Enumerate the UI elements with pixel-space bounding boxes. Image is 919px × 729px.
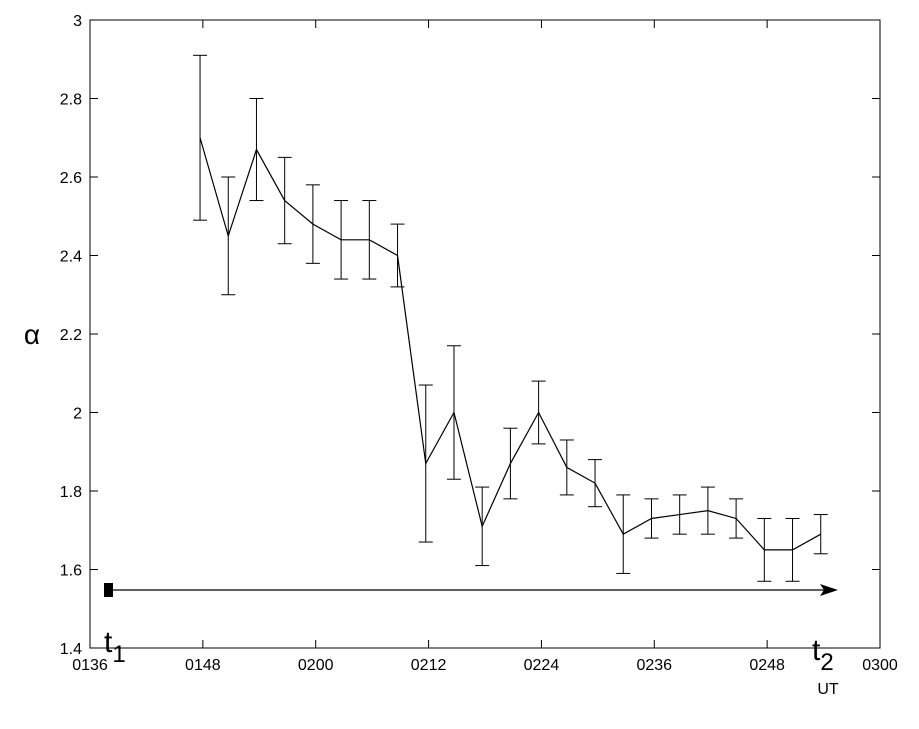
- y-tick-label: 1.4: [60, 641, 82, 658]
- x-tick-label: 0148: [185, 657, 221, 674]
- y-tick-label: 3: [73, 13, 82, 30]
- t2-base: t: [812, 634, 821, 667]
- t2-sub: 2: [820, 649, 833, 676]
- x-tick-label: 0136: [72, 657, 108, 674]
- y-axis-label: α: [24, 319, 40, 350]
- t1-base: t: [104, 626, 113, 659]
- t1-label: t1: [104, 626, 126, 668]
- t1-sub: 1: [112, 641, 125, 668]
- x-tick-label: 0236: [636, 657, 672, 674]
- t2-label: t2: [812, 634, 834, 676]
- y-tick-label: 2: [73, 406, 82, 423]
- x-tick-label: 0300: [862, 657, 898, 674]
- x-tick-label: 0212: [411, 657, 447, 674]
- y-tick-label: 2.6: [60, 170, 82, 187]
- x-tick-label: 0248: [749, 657, 785, 674]
- y-tick-label: 2.2: [60, 327, 82, 344]
- x-tick-label: 0200: [298, 657, 334, 674]
- start-marker: [104, 583, 113, 597]
- arrow-head: [820, 584, 838, 596]
- plot-frame: [89, 19, 881, 649]
- y-tick-label: 1.6: [60, 563, 82, 580]
- y-tick-label: 2.4: [60, 249, 82, 266]
- y-tick-label: 2.8: [60, 92, 82, 109]
- y-tick-label: 1.8: [60, 484, 82, 501]
- x-axis-label: UT: [817, 681, 839, 698]
- x-tick-label: 0224: [524, 657, 560, 674]
